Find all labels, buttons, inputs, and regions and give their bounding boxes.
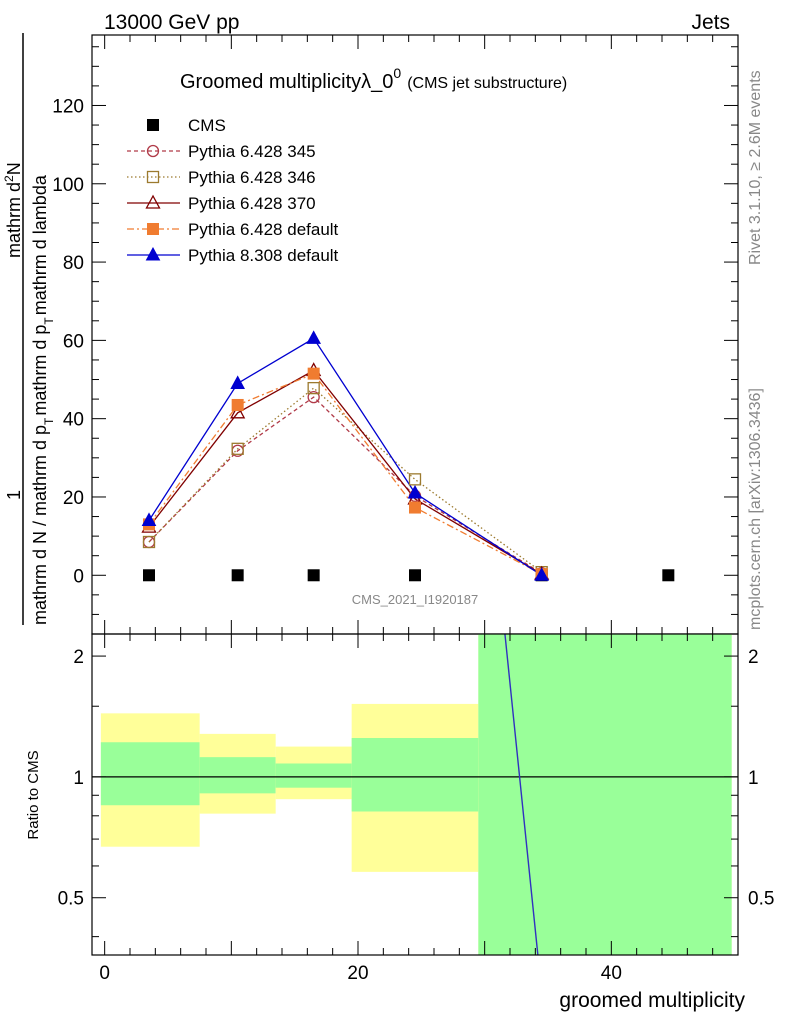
main-tick-labels: 0 20 40 60 80 100 120 xyxy=(52,96,84,587)
ratio-ytick-label-right: 0.5 xyxy=(748,889,774,910)
data-point-s5 xyxy=(534,567,550,581)
data-point-s5 xyxy=(141,512,157,526)
watermark: CMS_2021_I1920187 xyxy=(352,592,479,607)
data-point-s2 xyxy=(231,442,244,455)
ratio-lines xyxy=(92,633,738,956)
mcplots-label: mcplots.cern.ch [arXiv:1306.3436] xyxy=(747,388,764,630)
stat-band xyxy=(275,763,352,788)
legend-marker xyxy=(147,223,159,235)
ylabel-one: 1 xyxy=(4,490,24,500)
ratio-ytick-label-right: 1 xyxy=(748,768,759,789)
data-point-s5 xyxy=(230,375,246,389)
series-line-2 xyxy=(148,387,543,573)
ytick-label: 100 xyxy=(52,175,84,196)
ratio-series-line xyxy=(504,633,539,956)
header-right: Jets xyxy=(691,11,730,34)
y-axis-label: 1 mathrm d N / mathrm d pTmathrm d pTmat… xyxy=(2,33,56,625)
ytick-label: 40 xyxy=(63,410,84,431)
ratio-tick-labels: 0.5 0.51 12 20 20 40 xyxy=(58,647,775,984)
ratio-ytick-label-left: 1 xyxy=(73,768,84,789)
xtick-label: 0 xyxy=(99,963,110,984)
legend-label: Pythia 6.428 370 xyxy=(188,194,316,213)
legend-marker xyxy=(147,119,159,131)
ytick-label: 80 xyxy=(63,253,84,274)
xtick-label: 40 xyxy=(601,963,622,984)
data-point-s4 xyxy=(231,398,244,411)
legend-label: CMS xyxy=(188,116,226,135)
series-line-1 xyxy=(148,396,543,574)
data-point-s2 xyxy=(142,535,156,549)
ratio-bands xyxy=(100,634,732,955)
data-point-s5 xyxy=(306,330,322,344)
data-point-s5 xyxy=(407,485,423,499)
ytick-label: 120 xyxy=(52,96,84,117)
data-point-s0 xyxy=(231,569,244,582)
data-point-s3 xyxy=(230,404,246,419)
series-line-4 xyxy=(148,372,543,575)
chart-subtitle: (CMS jet substructure) xyxy=(407,75,567,92)
stat-band xyxy=(199,757,276,794)
ytick-label: 0 xyxy=(73,566,84,587)
ratio-axes xyxy=(91,633,739,956)
data-point-s0 xyxy=(409,569,421,582)
ratio-ylabel: Ratio to CMS xyxy=(25,750,42,839)
data-point-s0 xyxy=(662,569,675,582)
rivet-label: Rivet 3.1.10, ≥ 2.6M events xyxy=(747,70,764,265)
chart-title: Groomed multiplicityλ_00 (CMS jet substru… xyxy=(180,65,567,93)
legend-marker xyxy=(146,170,160,184)
data-point-s4 xyxy=(409,501,421,514)
xtick-label: 20 xyxy=(347,963,368,984)
chart-title-main: Groomed multiplicityλ_0 xyxy=(180,71,393,93)
legend-marker xyxy=(146,144,160,158)
ylabel-denominator: mathrm d N / mathrm d pTmathrm d pTmathr… xyxy=(30,174,56,625)
stat-band xyxy=(351,738,479,812)
stat-band xyxy=(100,742,200,806)
legend-label: Pythia 6.428 default xyxy=(188,220,339,239)
ratio-ytick-label-right: 2 xyxy=(748,647,759,668)
data-point-s2 xyxy=(408,473,422,486)
series-markers xyxy=(141,330,675,582)
data-point-s2 xyxy=(307,381,320,395)
ylabel-numerator: mathrm d2N xyxy=(2,162,24,258)
legend: CMS Pythia 6.428 345 Pythia 6.428 346 Pythi… xyxy=(127,116,339,265)
stat-band xyxy=(478,634,732,955)
header-left: 13000 GeV pp xyxy=(104,11,239,34)
legend-label: Pythia 6.428 346 xyxy=(188,168,316,187)
data-point-s0 xyxy=(143,569,155,582)
ratio-frame xyxy=(91,633,739,956)
legend-label: Pythia 8.308 default xyxy=(188,246,339,265)
chart-title-sup: 0 xyxy=(393,65,401,81)
data-point-s1 xyxy=(307,390,320,404)
legend-marker xyxy=(145,246,161,261)
xlabel: groomed multiplicity xyxy=(559,989,745,1012)
data-point-s0 xyxy=(307,569,320,582)
legend-marker xyxy=(145,194,161,209)
ytick-label: 20 xyxy=(63,488,84,509)
data-point-s4 xyxy=(307,367,320,380)
ratio-plot: 0.5 0.51 12 20 20 40 Ratio to CMS groomed mul… xyxy=(25,633,775,1012)
ratio-ytick-label-left: 2 xyxy=(73,647,84,668)
ratio-ytick-label-left: 0.5 xyxy=(58,889,84,910)
series-lines xyxy=(148,337,543,576)
legend-label: Pythia 6.428 345 xyxy=(188,142,316,161)
ytick-label: 60 xyxy=(63,331,84,352)
